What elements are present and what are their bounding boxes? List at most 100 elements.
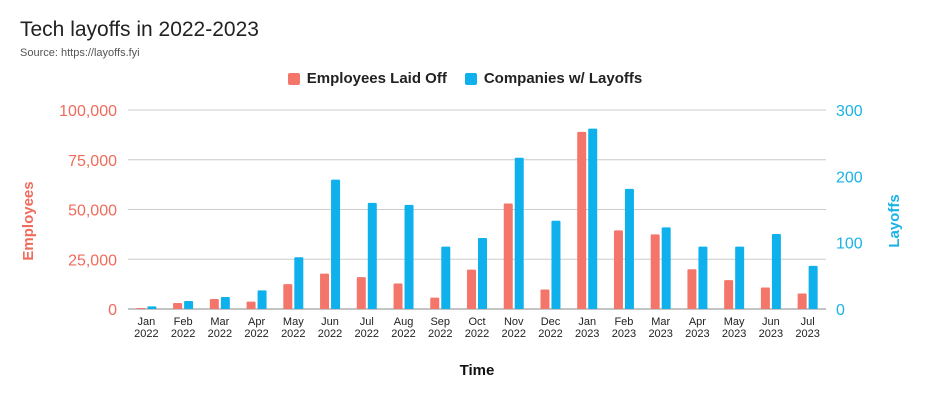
x-tick-label-month: May: [724, 316, 745, 328]
legend-swatch-employees: [287, 72, 300, 85]
x-tick-label-year: 2022: [501, 328, 525, 340]
x-tick-label-year: 2023: [612, 328, 636, 340]
bar-employees-laid-off: [650, 234, 660, 309]
x-tick-label-year: 2022: [208, 328, 232, 340]
x-tick-label-year: 2022: [465, 328, 489, 340]
bar-employees-laid-off: [503, 203, 513, 309]
x-tick-label-month: Jul: [360, 316, 374, 328]
bar-companies-with-layoffs: [514, 157, 524, 309]
x-tick-label-month: Aug: [394, 316, 414, 328]
bar-employees-laid-off: [540, 289, 550, 309]
x-tick-label-month: Feb: [614, 316, 633, 328]
x-tick-label-month: Apr: [248, 316, 265, 328]
bar-companies-with-layoffs: [404, 204, 414, 309]
bar-employees-laid-off: [577, 131, 587, 309]
x-tick-label-year: 2023: [685, 328, 709, 340]
y-left-tick-label: 100,000: [59, 103, 117, 120]
x-tick-label-year: 2022: [391, 328, 415, 340]
y-right-tick-label: 0: [836, 302, 845, 319]
x-tick-label-month: Apr: [689, 316, 706, 328]
x-tick-label-month: Jan: [578, 316, 596, 328]
legend-label-employees: Employees Laid Off: [306, 70, 447, 87]
y-left-tick-label: 25,000: [68, 252, 117, 269]
x-tick-label-year: 2023: [795, 328, 819, 340]
bar-companies-with-layoffs: [478, 238, 487, 309]
legend-item-companies[interactable]: Companies w/ Layoffs: [464, 70, 643, 87]
bar-employees-laid-off: [393, 283, 403, 309]
bar-companies-with-layoffs: [184, 301, 194, 309]
bar-employees-laid-off: [283, 284, 293, 309]
x-tick-label-year: 2023: [575, 328, 599, 340]
x-tick-label-year: 2022: [428, 328, 452, 340]
bar-employees-laid-off: [136, 308, 146, 309]
y-right-tick-label: 300: [836, 103, 863, 120]
x-tick-label-year: 2022: [281, 328, 305, 340]
x-tick-label-year: 2023: [759, 328, 783, 340]
bar-employees-laid-off: [613, 230, 623, 309]
x-tick-label-year: 2022: [538, 328, 562, 340]
x-axis-title: Time: [460, 362, 495, 379]
x-tick-label-month: Mar: [210, 316, 229, 328]
legend-item-employees[interactable]: Employees Laid Off: [287, 70, 447, 87]
x-tick-label-month: Jun: [762, 316, 780, 328]
bar-companies-with-layoffs: [441, 246, 451, 309]
bar-companies-with-layoffs: [808, 265, 818, 309]
legend-swatch-companies: [464, 72, 477, 85]
bar-companies-with-layoffs: [294, 257, 304, 309]
bar-companies-with-layoffs: [735, 246, 745, 309]
y-right-tick-label: 100: [836, 236, 863, 253]
bar-companies-with-layoffs: [624, 188, 634, 309]
x-tick-label-month: Dec: [541, 316, 561, 328]
bar-companies-with-layoffs: [220, 297, 230, 309]
chart-subtitle: Source: https://layoffs.fyi: [20, 47, 140, 59]
x-tick-label-year: 2022: [171, 328, 195, 340]
bars: [136, 128, 818, 309]
bar-companies-with-layoffs: [331, 179, 341, 309]
x-tick-label-month: Sep: [430, 316, 450, 328]
x-tick-label-year: 2022: [318, 328, 342, 340]
x-tick-label-year: 2022: [244, 328, 268, 340]
bar-employees-laid-off: [797, 293, 807, 309]
legend-label-companies: Companies w/ Layoffs: [483, 70, 643, 87]
y-right-tick-label: 200: [836, 169, 863, 186]
y-left-tick-label: 75,000: [68, 153, 117, 170]
bar-employees-laid-off: [724, 280, 734, 309]
bar-employees-laid-off: [687, 269, 697, 309]
x-tick-label-month: Feb: [174, 316, 193, 328]
bar-employees-laid-off: [356, 277, 366, 309]
bar-employees-laid-off: [760, 287, 770, 309]
bar-companies-with-layoffs: [257, 290, 267, 309]
x-tick-label-year: 2023: [648, 328, 672, 340]
y-axis-left-title: Employees: [20, 181, 37, 260]
axes: 025,00050,00075,000100,0000100200300Jan2…: [59, 103, 863, 340]
bar-companies-with-layoffs: [147, 306, 157, 309]
bar-employees-laid-off: [430, 297, 440, 309]
bar-employees-laid-off: [467, 269, 476, 309]
bar-companies-with-layoffs: [588, 128, 598, 309]
bar-employees-laid-off: [320, 273, 330, 309]
x-tick-label-month: Jul: [801, 316, 815, 328]
x-tick-label-year: 2023: [722, 328, 746, 340]
x-tick-label-month: Jan: [137, 316, 155, 328]
bar-companies-with-layoffs: [661, 227, 671, 309]
x-tick-label-year: 2022: [355, 328, 379, 340]
bar-companies-with-layoffs: [771, 234, 781, 309]
y-left-tick-label: 50,000: [68, 203, 117, 220]
bar-companies-with-layoffs: [367, 202, 377, 309]
bar-companies-with-layoffs: [698, 246, 708, 309]
x-tick-label-month: Mar: [651, 316, 670, 328]
bar-companies-with-layoffs: [551, 220, 561, 309]
bar-employees-laid-off: [246, 301, 256, 309]
x-tick-label-month: Nov: [504, 316, 524, 328]
chart-title: Tech layoffs in 2022-2023: [20, 18, 259, 41]
x-tick-label-month: Jun: [321, 316, 339, 328]
y-axis-right-title: Layoffs: [886, 194, 903, 247]
x-tick-label-month: Oct: [468, 316, 485, 328]
x-tick-label-year: 2022: [134, 328, 158, 340]
legend: Employees Laid Off Companies w/ Layoffs: [0, 70, 930, 87]
bar-employees-laid-off: [209, 299, 219, 309]
bar-employees-laid-off: [173, 303, 183, 309]
x-tick-label-month: May: [283, 316, 304, 328]
y-left-tick-label: 0: [108, 302, 117, 319]
